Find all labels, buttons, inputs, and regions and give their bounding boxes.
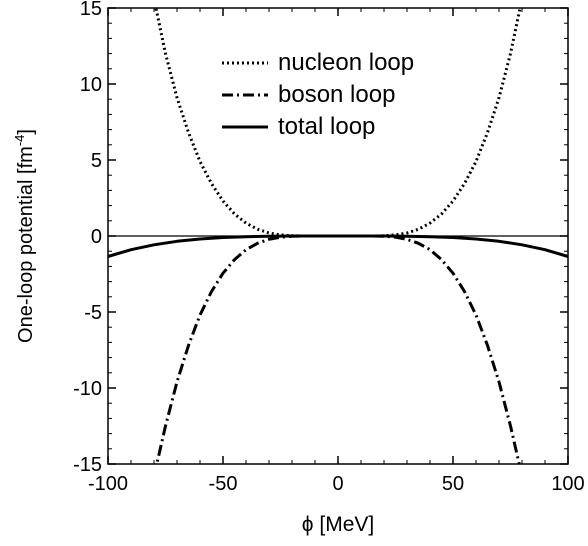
y-axis-label-superscript: -4 <box>12 135 27 147</box>
y-axis-label-close: ] <box>15 129 37 135</box>
y-tick-label: 10 <box>80 74 102 96</box>
x-tick-label: 100 <box>551 473 584 495</box>
y-tick-label: 15 <box>80 0 102 20</box>
x-tick-label: 50 <box>442 473 464 495</box>
y-tick-label: 0 <box>91 226 102 248</box>
x-axis-label: ϕ [MeV] <box>302 513 374 536</box>
x-axis-label-unit: [MeV] <box>314 513 375 536</box>
x-axis-label-symbol: ϕ <box>302 513 314 536</box>
series-line-total-loop <box>108 234 568 258</box>
legend: nucleon loop boson loop total loop <box>222 49 414 140</box>
y-axis-label-main: One-loop potential [fm <box>15 146 37 343</box>
series-line-boson-loop <box>155 234 521 464</box>
legend-label-boson-loop: boson loop <box>278 81 395 108</box>
x-tick-label: -100 <box>88 473 128 495</box>
y-tick-label: -5 <box>84 302 102 324</box>
y-tick-label: 5 <box>91 150 102 172</box>
x-tick-label: -50 <box>209 473 238 495</box>
legend-label-nucleon-loop: nucleon loop <box>278 49 414 76</box>
x-tick-label: 0 <box>332 473 343 495</box>
y-tick-label: -15 <box>73 454 102 476</box>
y-tick-label: -10 <box>73 378 102 400</box>
y-axis-label: One-loop potential [fm-4] <box>12 129 37 343</box>
legend-label-total-loop: total loop <box>278 113 375 140</box>
